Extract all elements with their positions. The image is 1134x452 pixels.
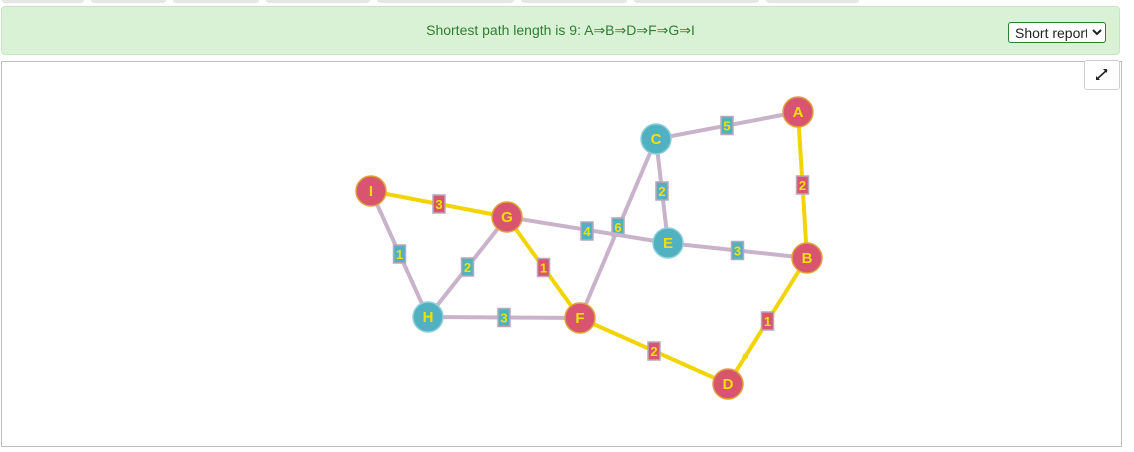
edge-weight-box [730, 240, 745, 261]
graph-node-A[interactable] [782, 96, 814, 128]
shortest-path-text: Shortest path length is 9: A⇒B⇒D⇒F⇒G⇒I [426, 22, 695, 38]
edge-weight-label: 4 [583, 224, 591, 239]
tab-stub[interactable] [634, 0, 759, 3]
tab-stub[interactable] [266, 0, 370, 3]
expand-arrows-icon [1096, 69, 1108, 80]
graph-node-D[interactable] [712, 368, 744, 400]
edge-weight-box [655, 181, 669, 201]
node-label: G [501, 209, 513, 226]
graph-canvas[interactable] [1, 61, 1122, 447]
edge-weight-box [392, 244, 407, 264]
edge-weight-label: 5 [723, 119, 730, 134]
tab-stub[interactable] [173, 0, 259, 3]
tab-strip [0, 0, 1134, 4]
graph-node-E[interactable] [652, 227, 684, 259]
edge-weight-label: 2 [658, 184, 665, 199]
report-type-select[interactable]: Short report [1008, 22, 1106, 43]
edge-direction-marker [742, 351, 749, 362]
tab-stub[interactable] [521, 0, 627, 3]
expand-button[interactable] [1084, 60, 1120, 90]
edge-weight-label: 3 [734, 244, 741, 259]
tab-stub[interactable] [91, 0, 166, 3]
edges-layer: 5 2 2 6 3 4 3 1 2 1 3 2 1 [369, 110, 810, 386]
graph-node-H[interactable] [412, 301, 444, 333]
graph-node-I[interactable] [355, 175, 387, 207]
tab-stub[interactable] [2, 0, 84, 3]
graph-node-F[interactable] [564, 302, 596, 334]
edge-weight-box [536, 257, 551, 278]
edge-weight-box [497, 307, 511, 328]
node-label: E [663, 235, 673, 252]
nodes-layer: A B C D E F G H I [355, 96, 823, 400]
edge-weight-label: 2 [650, 344, 657, 359]
edge-weight-label: 2 [799, 178, 806, 193]
edge-weight-box [460, 257, 475, 277]
edge-weight-label: 1 [764, 314, 771, 329]
result-banner: Shortest path length is 9: A⇒B⇒D⇒F⇒G⇒I S… [1, 6, 1120, 55]
edge-weight-box [760, 311, 775, 331]
edge-weight-label: 3 [435, 197, 442, 212]
edge-weight-label: 1 [540, 261, 547, 276]
tab-stub[interactable] [377, 0, 514, 3]
node-label: A [793, 104, 804, 121]
edge-weight-label: 1 [396, 247, 403, 262]
edge-weight-box [795, 175, 810, 195]
edge-weight-label: 6 [614, 220, 621, 235]
edge-weight-box [432, 194, 446, 214]
graph-node-B[interactable] [791, 242, 823, 274]
node-label: C [651, 131, 662, 148]
node-label: F [575, 310, 584, 327]
edge-weight-box [647, 341, 661, 361]
edge-weight-label: 3 [500, 311, 507, 326]
edge-weight-box [720, 115, 734, 136]
node-label: H [423, 309, 434, 326]
edge-weight-box [580, 221, 594, 241]
edge-weight-label: 2 [464, 260, 471, 275]
graph-node-C[interactable] [640, 123, 672, 155]
tab-stub[interactable] [766, 0, 859, 3]
node-label: B [802, 250, 813, 267]
node-label: D [723, 376, 734, 393]
node-label: I [369, 183, 373, 200]
graph-node-G[interactable] [491, 201, 523, 233]
